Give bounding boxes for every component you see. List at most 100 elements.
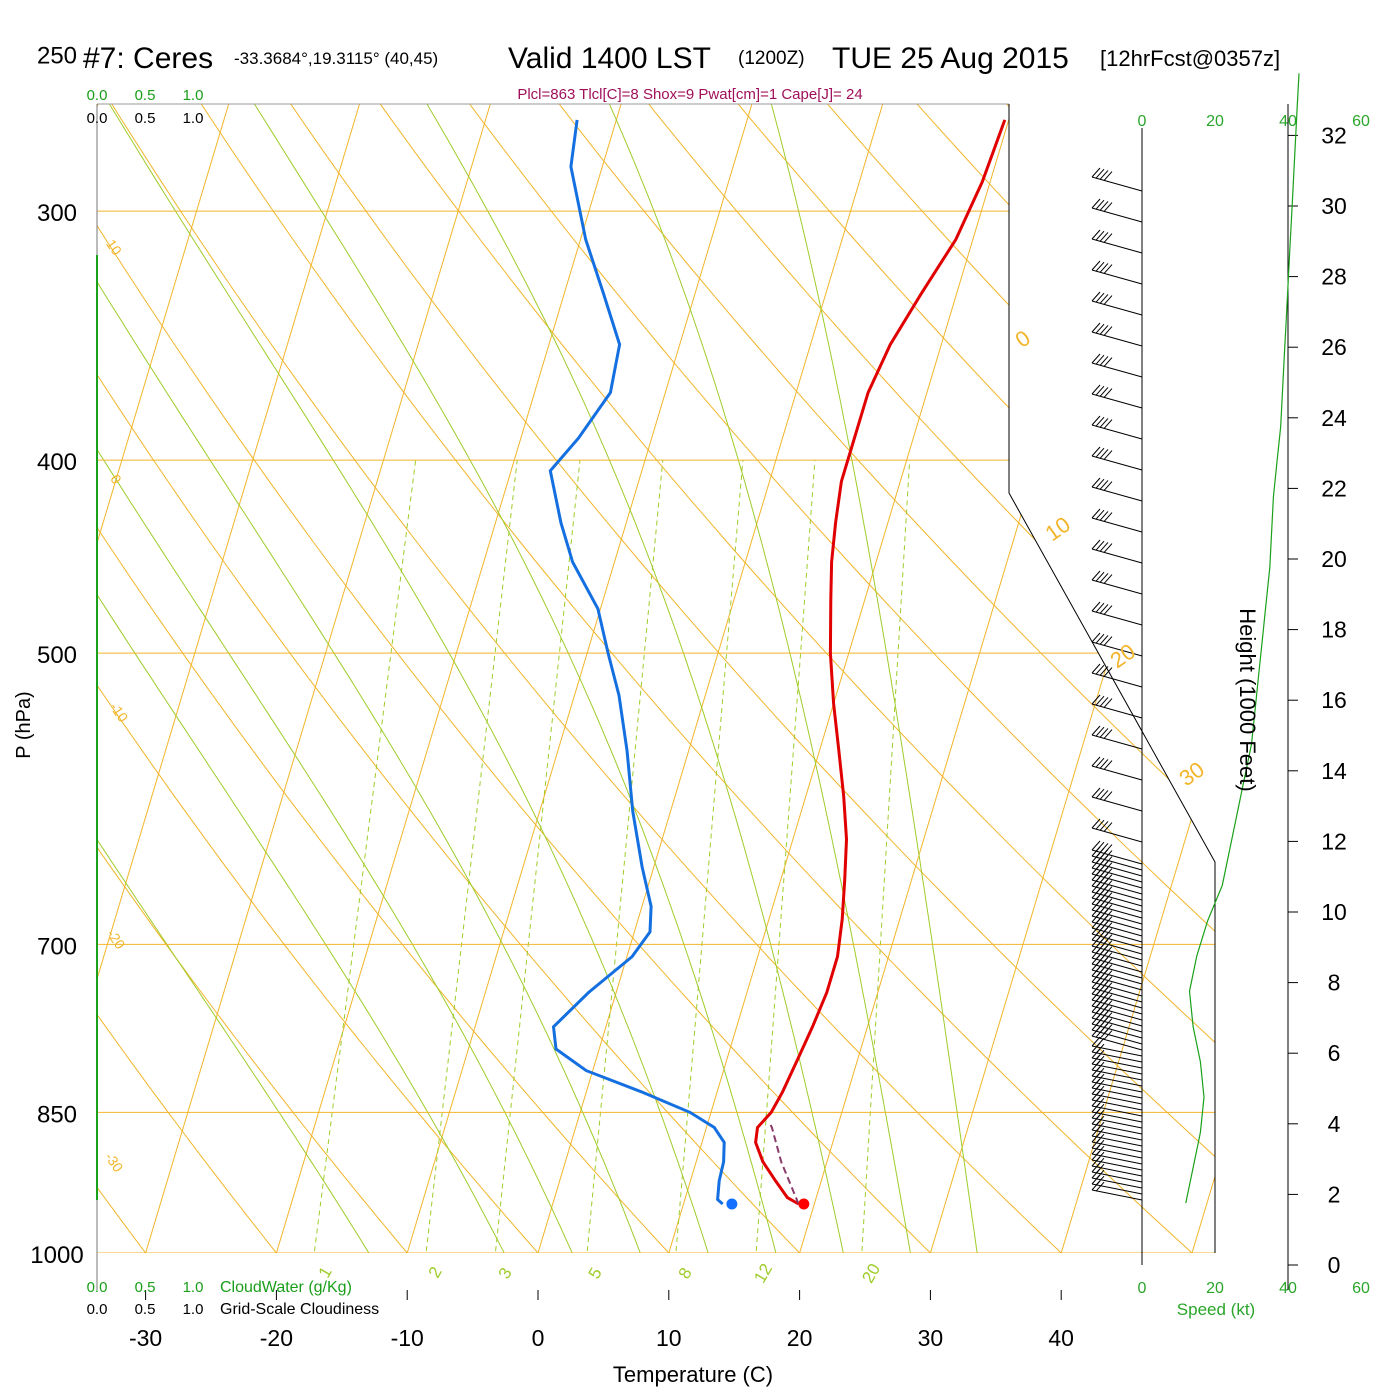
- wind-barb-flag: [1095, 1115, 1105, 1126]
- wind-barb-flag: [1099, 356, 1109, 366]
- wind-barb-flag: [1103, 886, 1113, 896]
- pressure-tick-label: 400: [37, 449, 77, 476]
- isotherm: [0, 0, 40, 1253]
- wind-barb: [1091, 945, 1143, 961]
- height-tick-label: 14: [1321, 758, 1347, 784]
- pressure-tick-label: 500: [37, 642, 77, 669]
- wind-barb-flag: [1095, 1121, 1105, 1132]
- dry-adiabat: [462, 104, 1215, 1253]
- wind-barb: [1091, 1189, 1143, 1201]
- wind-barb-flag: [1103, 1000, 1113, 1010]
- wind-barb-flag: [1095, 757, 1105, 768]
- wind-barb-flag: [1103, 202, 1113, 212]
- cloudwater-scale-top: 0.5: [135, 87, 156, 104]
- speed-tick-bottom: 40: [1279, 1280, 1297, 1297]
- pressure-tick-label: 1000: [30, 1242, 83, 1269]
- wind-barb: [1091, 891, 1143, 907]
- wind-barb-flag: [1099, 790, 1109, 800]
- wind-barb-flag: [1095, 695, 1105, 706]
- dry-adiabat-label: 30: [1175, 757, 1209, 792]
- wind-barb-flag: [1095, 1157, 1105, 1168]
- wind-barb-flag: [1099, 170, 1109, 180]
- wind-barb-flag: [1091, 353, 1101, 364]
- wind-barb-flag: [1095, 1109, 1105, 1120]
- speed-tick-top: 40: [1279, 113, 1297, 130]
- wind-barb: [1091, 1165, 1143, 1177]
- wind-barb-flag: [1095, 199, 1105, 210]
- wind-barb: [1091, 981, 1143, 997]
- wind-barb-flag: [1095, 571, 1105, 582]
- pressure-tick-label: 250: [37, 42, 77, 69]
- wind-barb-flag: [1099, 387, 1109, 397]
- wind-barb-flag: [1091, 694, 1101, 705]
- dry-adiabat: [97, 104, 1215, 1253]
- wind-barb: [1091, 1045, 1143, 1057]
- wind-barb-flag: [1099, 232, 1109, 242]
- wind-barb-flag: [1095, 788, 1105, 799]
- wind-barb: [1091, 393, 1143, 409]
- wind-barb: [1091, 362, 1143, 378]
- wind-barb-flag: [1103, 982, 1113, 992]
- temp-tick-label: -10: [391, 1325, 424, 1351]
- wind-barb-flag: [1091, 725, 1101, 736]
- wind-barb: [1091, 987, 1143, 1003]
- cloudiness-scale-bottom: 1.0: [183, 1301, 204, 1318]
- wind-barb-flag: [1103, 729, 1113, 739]
- wind-barb-flag: [1099, 604, 1109, 614]
- moist-adiabat: [97, 104, 395, 1253]
- wind-barb-flag: [1095, 323, 1105, 334]
- wind-barb: [1091, 1141, 1143, 1153]
- isotherm: [1191, 104, 1215, 1253]
- wind-barb-flag: [1103, 326, 1113, 336]
- dry-adiabat: [215, 104, 1215, 1253]
- wind-barb-flag: [1103, 856, 1113, 866]
- dry-adiabat-label: -30: [102, 1149, 127, 1175]
- wind-barb-flag: [1099, 843, 1109, 853]
- dewpoint-line: [548, 119, 726, 1206]
- temp-tick-label: 0: [532, 1325, 545, 1351]
- mixing-ratio-label: 3: [495, 1264, 516, 1282]
- height-axis-title: Height (1000 Feet): [1235, 608, 1260, 791]
- station-title: #7: Ceres: [83, 42, 213, 75]
- cloudiness-scale-top: 0.5: [135, 110, 156, 127]
- wind-barb-flag: [1095, 1151, 1105, 1162]
- dry-adiabat-label: -10: [107, 699, 132, 725]
- zulu-time: (1200Z): [738, 48, 805, 69]
- wind-barb-flag: [1091, 539, 1101, 550]
- wind-barb-flag: [1103, 910, 1113, 920]
- speed-axis-title: Speed (kt): [1177, 1300, 1255, 1319]
- wind-barb-flag: [1103, 605, 1113, 615]
- wind-barb-flag: [1099, 573, 1109, 583]
- speed-tick-bottom: 60: [1352, 1280, 1370, 1297]
- wind-barb: [1091, 1153, 1143, 1165]
- dry-adiabat: [545, 104, 1215, 1253]
- wind-barb: [1091, 1159, 1143, 1171]
- cloudiness-title: Grid-Scale Cloudiness: [220, 1301, 379, 1318]
- wind-barb: [1091, 1023, 1143, 1039]
- wind-barb-flag: [1095, 354, 1105, 365]
- wind-barb-flag: [1103, 388, 1113, 398]
- dry-adiabat: [97, 104, 709, 1253]
- temp-tick-label: 40: [1048, 1325, 1074, 1351]
- wind-barb-flag: [1095, 664, 1105, 675]
- wind-barb: [1091, 1123, 1143, 1135]
- wind-barb-flag: [1099, 263, 1109, 273]
- wind-barb-flag: [1091, 167, 1101, 178]
- height-tick-label: 22: [1321, 475, 1347, 501]
- wind-barb-flag: [1095, 1139, 1105, 1150]
- wind-barb-flag: [1091, 477, 1101, 488]
- wind-barb-flag: [1095, 841, 1105, 852]
- mixing-ratio-line: [859, 460, 911, 1253]
- speed-tick-top: 0: [1138, 113, 1147, 130]
- wind-barb: [1091, 269, 1143, 285]
- wind-barb-flag: [1095, 261, 1105, 272]
- isotherm: [145, 104, 564, 1253]
- dry-adiabat-label: -20: [104, 926, 129, 952]
- isotherm: [97, 104, 172, 1253]
- wind-barb-flag: [1103, 958, 1113, 968]
- wind-barb: [1091, 915, 1143, 931]
- wind-barb: [1091, 933, 1143, 949]
- wind-barb-flag: [1095, 1145, 1105, 1156]
- dry-adiabat: [97, 104, 178, 1253]
- wind-barb-flag: [1103, 934, 1113, 944]
